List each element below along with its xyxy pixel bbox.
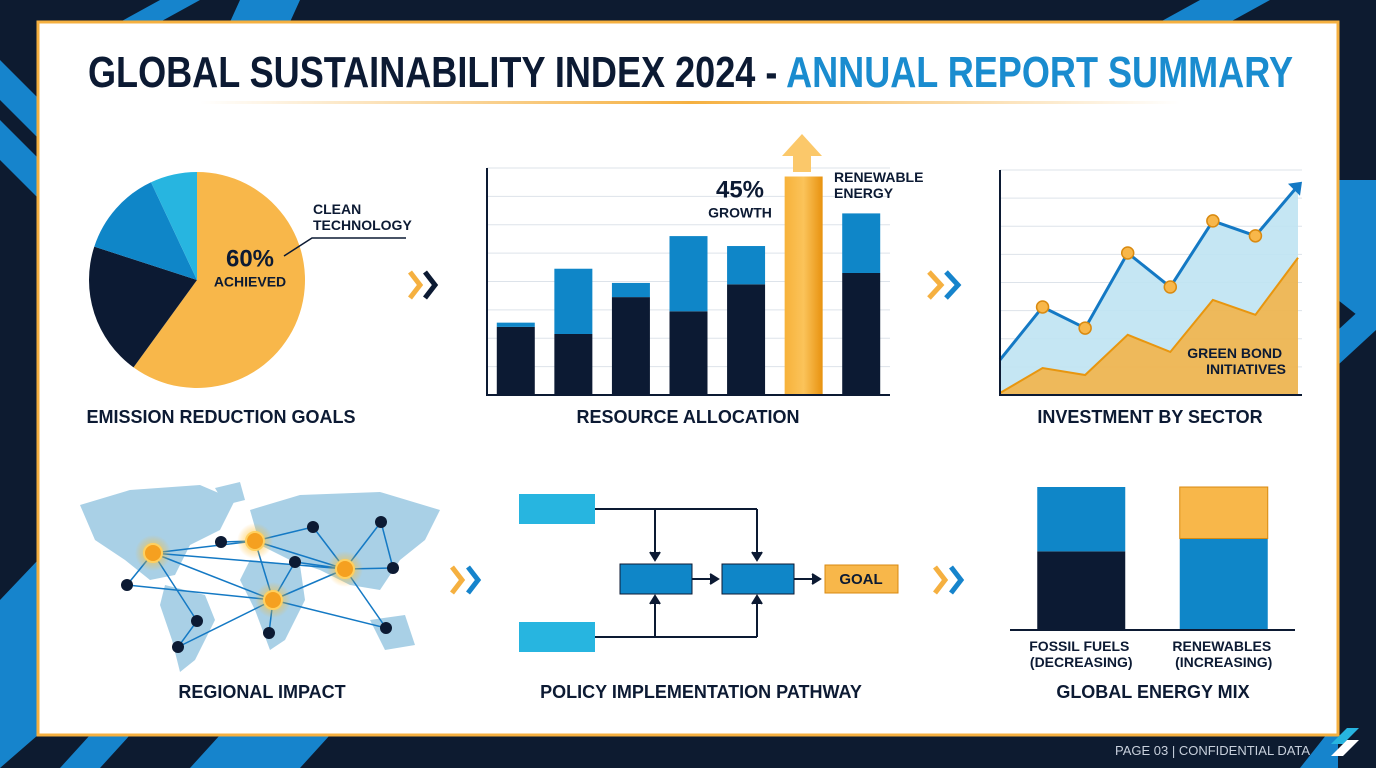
- goal-label: GOAL: [839, 571, 882, 588]
- value-label: 60%: [226, 245, 274, 272]
- input-box: [519, 622, 595, 652]
- logo: [1331, 728, 1359, 756]
- series-label: GREEN BOND INITIATIVES: [1187, 345, 1286, 377]
- bar-segment: [496, 326, 535, 395]
- title-underline: [200, 101, 1180, 104]
- bar-segment: [611, 282, 650, 298]
- line: [998, 184, 1300, 361]
- hub: [143, 543, 163, 563]
- pie-slice: [94, 182, 197, 280]
- node: [307, 521, 319, 533]
- bar-segment: [496, 322, 535, 327]
- node: [289, 556, 301, 568]
- node: [380, 622, 392, 634]
- category-label: FOSSIL FUELS (DECREASING): [1029, 638, 1133, 670]
- connection: [126, 584, 274, 601]
- bar-segment: [1179, 538, 1268, 630]
- axis: [999, 170, 1302, 396]
- bar-segment: [611, 297, 650, 395]
- pie-slice: [88, 246, 197, 368]
- node: [191, 615, 203, 627]
- leader-line: [283, 237, 406, 257]
- marker: [1120, 246, 1135, 260]
- bar-segment: [727, 284, 766, 395]
- process-box: [721, 563, 795, 595]
- bar-segment: [842, 213, 881, 273]
- caption: GLOBAL ENERGY MIX: [1056, 682, 1249, 702]
- growth-arrow: [782, 134, 822, 172]
- pie-slice: [133, 172, 305, 388]
- caption: REGIONAL IMPACT: [178, 682, 345, 702]
- annotation: 45%: [716, 176, 764, 203]
- bar-segment: [842, 272, 881, 395]
- annotation: GROWTH: [708, 205, 772, 221]
- connection: [152, 552, 274, 601]
- area: [1000, 257, 1298, 395]
- footer: PAGE 03 | CONFIDENTIAL DATA: [1115, 743, 1310, 758]
- network: [121, 516, 399, 653]
- pathway: [595, 508, 822, 638]
- hub: [263, 590, 283, 610]
- bar-segment: [554, 333, 593, 395]
- connection: [272, 599, 387, 629]
- connection: [152, 552, 346, 570]
- node: [387, 562, 399, 574]
- hub: [245, 531, 265, 551]
- slice-label: CLEAN TECHNOLOGY: [313, 201, 412, 233]
- bar-segment: [784, 176, 823, 395]
- marker: [1035, 300, 1050, 314]
- process-box: [619, 563, 693, 595]
- chevrons: [408, 270, 965, 595]
- marker: [1078, 321, 1092, 335]
- pie-slice: [151, 172, 197, 280]
- bar-segment: [669, 236, 708, 312]
- main-title: GLOBAL SUSTAINABILITY INDEX 2024 - ANNUA…: [88, 48, 1293, 97]
- bar-segment: [1037, 551, 1126, 630]
- annotation: ACHIEVED: [214, 274, 286, 290]
- node: [375, 516, 387, 528]
- bar-segment: [1037, 487, 1126, 552]
- caption: EMISSION REDUCTION GOALS: [86, 407, 355, 427]
- caption: INVESTMENT BY SECTOR: [1037, 407, 1262, 427]
- node: [172, 641, 184, 653]
- classification: CONFIDENTIAL DATA: [1179, 743, 1311, 758]
- page-number: PAGE 03: [1115, 743, 1168, 758]
- area-edge: [999, 257, 1299, 394]
- bar-segment: [669, 311, 708, 395]
- caption: POLICY IMPLEMENTATION PATHWAY: [540, 682, 862, 702]
- bar-segment: [1179, 486, 1269, 539]
- connection: [380, 521, 394, 569]
- axis: [486, 168, 890, 396]
- bar-segment: [554, 268, 593, 334]
- marker: [1163, 280, 1178, 294]
- title-accent: ANNUAL REPORT SUMMARY: [786, 48, 1293, 97]
- marker: [1206, 214, 1220, 228]
- node: [215, 536, 227, 548]
- caption: RESOURCE ALLOCATION: [577, 407, 800, 427]
- annotation: RENEWABLE ENERGY: [834, 169, 927, 201]
- node: [263, 627, 275, 639]
- marker: [1248, 229, 1263, 243]
- goal-box: [824, 564, 899, 594]
- title-text: GLOBAL SUSTAINABILITY INDEX 2024 -: [88, 48, 777, 97]
- bar-segment: [727, 246, 766, 285]
- hub: [335, 559, 355, 579]
- category-label: RENEWABLES (INCREASING): [1172, 638, 1275, 670]
- arrow-head: [1288, 181, 1302, 196]
- input-box: [519, 494, 595, 524]
- node: [121, 579, 133, 591]
